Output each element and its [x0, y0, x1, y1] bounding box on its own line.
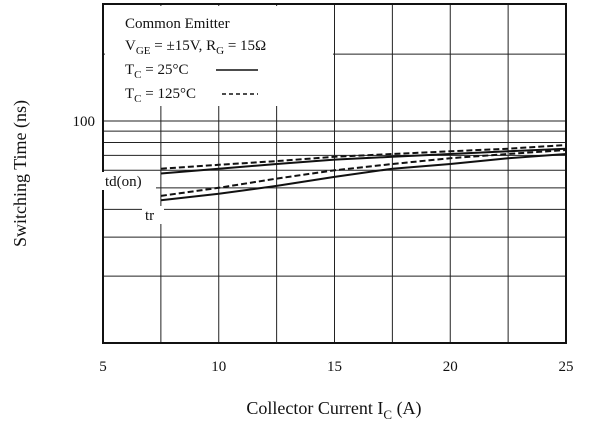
curve-label: td(on)	[105, 174, 142, 190]
vge-main: V	[125, 38, 136, 54]
t-sub: C	[134, 93, 141, 105]
vge-sub: GE	[136, 45, 151, 57]
t-main: T	[125, 86, 134, 102]
curve-label-bg	[142, 206, 164, 224]
grid	[103, 4, 566, 343]
x-axis-title: Collector Current IC (A)	[246, 398, 421, 422]
legend-entry-25c: TC = 25°C	[125, 62, 188, 81]
x-tick-label: 25	[559, 359, 574, 375]
rg-sub: G	[216, 45, 224, 57]
x-label-sub: C	[383, 407, 392, 422]
legend-title: Common Emitter	[125, 16, 230, 32]
series-tdon-dashed	[160, 144, 567, 170]
t-val: = 125°C	[142, 86, 196, 102]
x-label-main: Collector Current I	[246, 398, 383, 418]
t-val: = 25°C	[142, 62, 189, 78]
series-tdon-solid	[160, 147, 567, 175]
x-tick-label: 10	[211, 359, 226, 375]
x-tick-label: 5	[99, 359, 107, 375]
curve-labels: td(on) tr	[102, 172, 164, 224]
t-main: T	[125, 62, 134, 78]
y-tick-labels: 100	[73, 114, 96, 130]
x-tick-labels: 5 10 15 20 25	[99, 359, 573, 375]
legend-box	[105, 6, 333, 106]
x-tick-label: 15	[327, 359, 342, 375]
rg-val: = 15Ω	[224, 38, 266, 54]
vge-val: = ±15V, R	[151, 38, 217, 54]
x-label-unit: (A)	[392, 398, 422, 419]
curve-label: tr	[145, 208, 154, 224]
legend-entry-125c: TC = 125°C	[125, 86, 196, 105]
curve-label-bg	[102, 172, 156, 190]
curves	[160, 144, 567, 202]
t-sub: C	[134, 69, 141, 81]
legend-conditions: VGE = ±15V, RG = 15Ω	[125, 38, 266, 57]
x-tick-label: 20	[443, 359, 458, 375]
series-tr-solid	[160, 153, 567, 202]
series-tr-dashed	[160, 149, 567, 197]
y-tick-label: 100	[73, 114, 96, 130]
y-axis-title: Switching Time (ns)	[10, 100, 31, 247]
